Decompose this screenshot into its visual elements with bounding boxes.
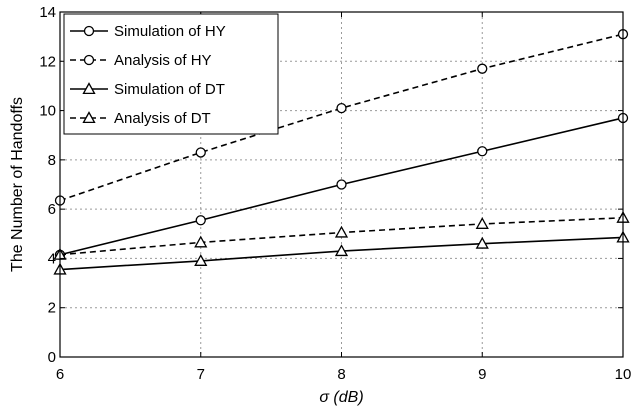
data-point [334,244,349,257]
data-point [477,146,488,157]
data-point [194,254,208,266]
data-point [83,54,95,66]
data-point [83,25,95,37]
y-tick-label: 2 [48,300,56,317]
legend-label: Analysis of DT [114,110,211,127]
data-point [336,179,347,190]
x-axis-title: σ (dB) [319,389,363,406]
data-point [195,147,206,158]
data-point [475,217,489,229]
x-tick-label: 8 [337,366,345,383]
y-tick-label: 8 [48,152,56,169]
data-point [194,235,208,248]
x-tick-label: 7 [197,366,205,383]
y-tick-label: 10 [39,103,56,120]
legend-entry: Analysis of HY [70,52,212,69]
legend-label: Analysis of HY [114,52,212,69]
series-0 [54,112,629,260]
x-tick-label: 9 [478,366,486,383]
legend-entry: Simulation of DT [70,81,225,98]
axis-ticks: 6 7 8 9 10 0 2 4 6 8 10 12 14 [39,4,631,383]
y-tick-label: 12 [39,53,56,70]
y-axis-title: The Number of Handoffs [9,97,26,272]
data-point [336,102,347,114]
data-point [475,236,489,249]
legend-box [63,13,279,135]
data-point [82,111,96,124]
legend-label: Simulation of DT [114,81,225,98]
x-tick-label: 6 [56,366,64,383]
data-point [477,63,488,74]
data-point [334,225,349,238]
legend-entry: Analysis of DT [70,110,211,127]
y-tick-label: 6 [48,201,56,218]
y-tick-label: 0 [48,349,56,366]
legend-entry: Simulation of HY [70,23,226,40]
legend-label: Simulation of HY [114,23,226,40]
data-point [82,82,96,95]
y-tick-label: 14 [39,4,56,21]
x-tick-label: 10 [615,366,632,383]
data-point [195,215,206,226]
series-line [59,33,624,202]
legend: Simulation of HY Analysis of HY Simulation… [63,13,279,135]
y-tick-label: 4 [48,250,56,267]
